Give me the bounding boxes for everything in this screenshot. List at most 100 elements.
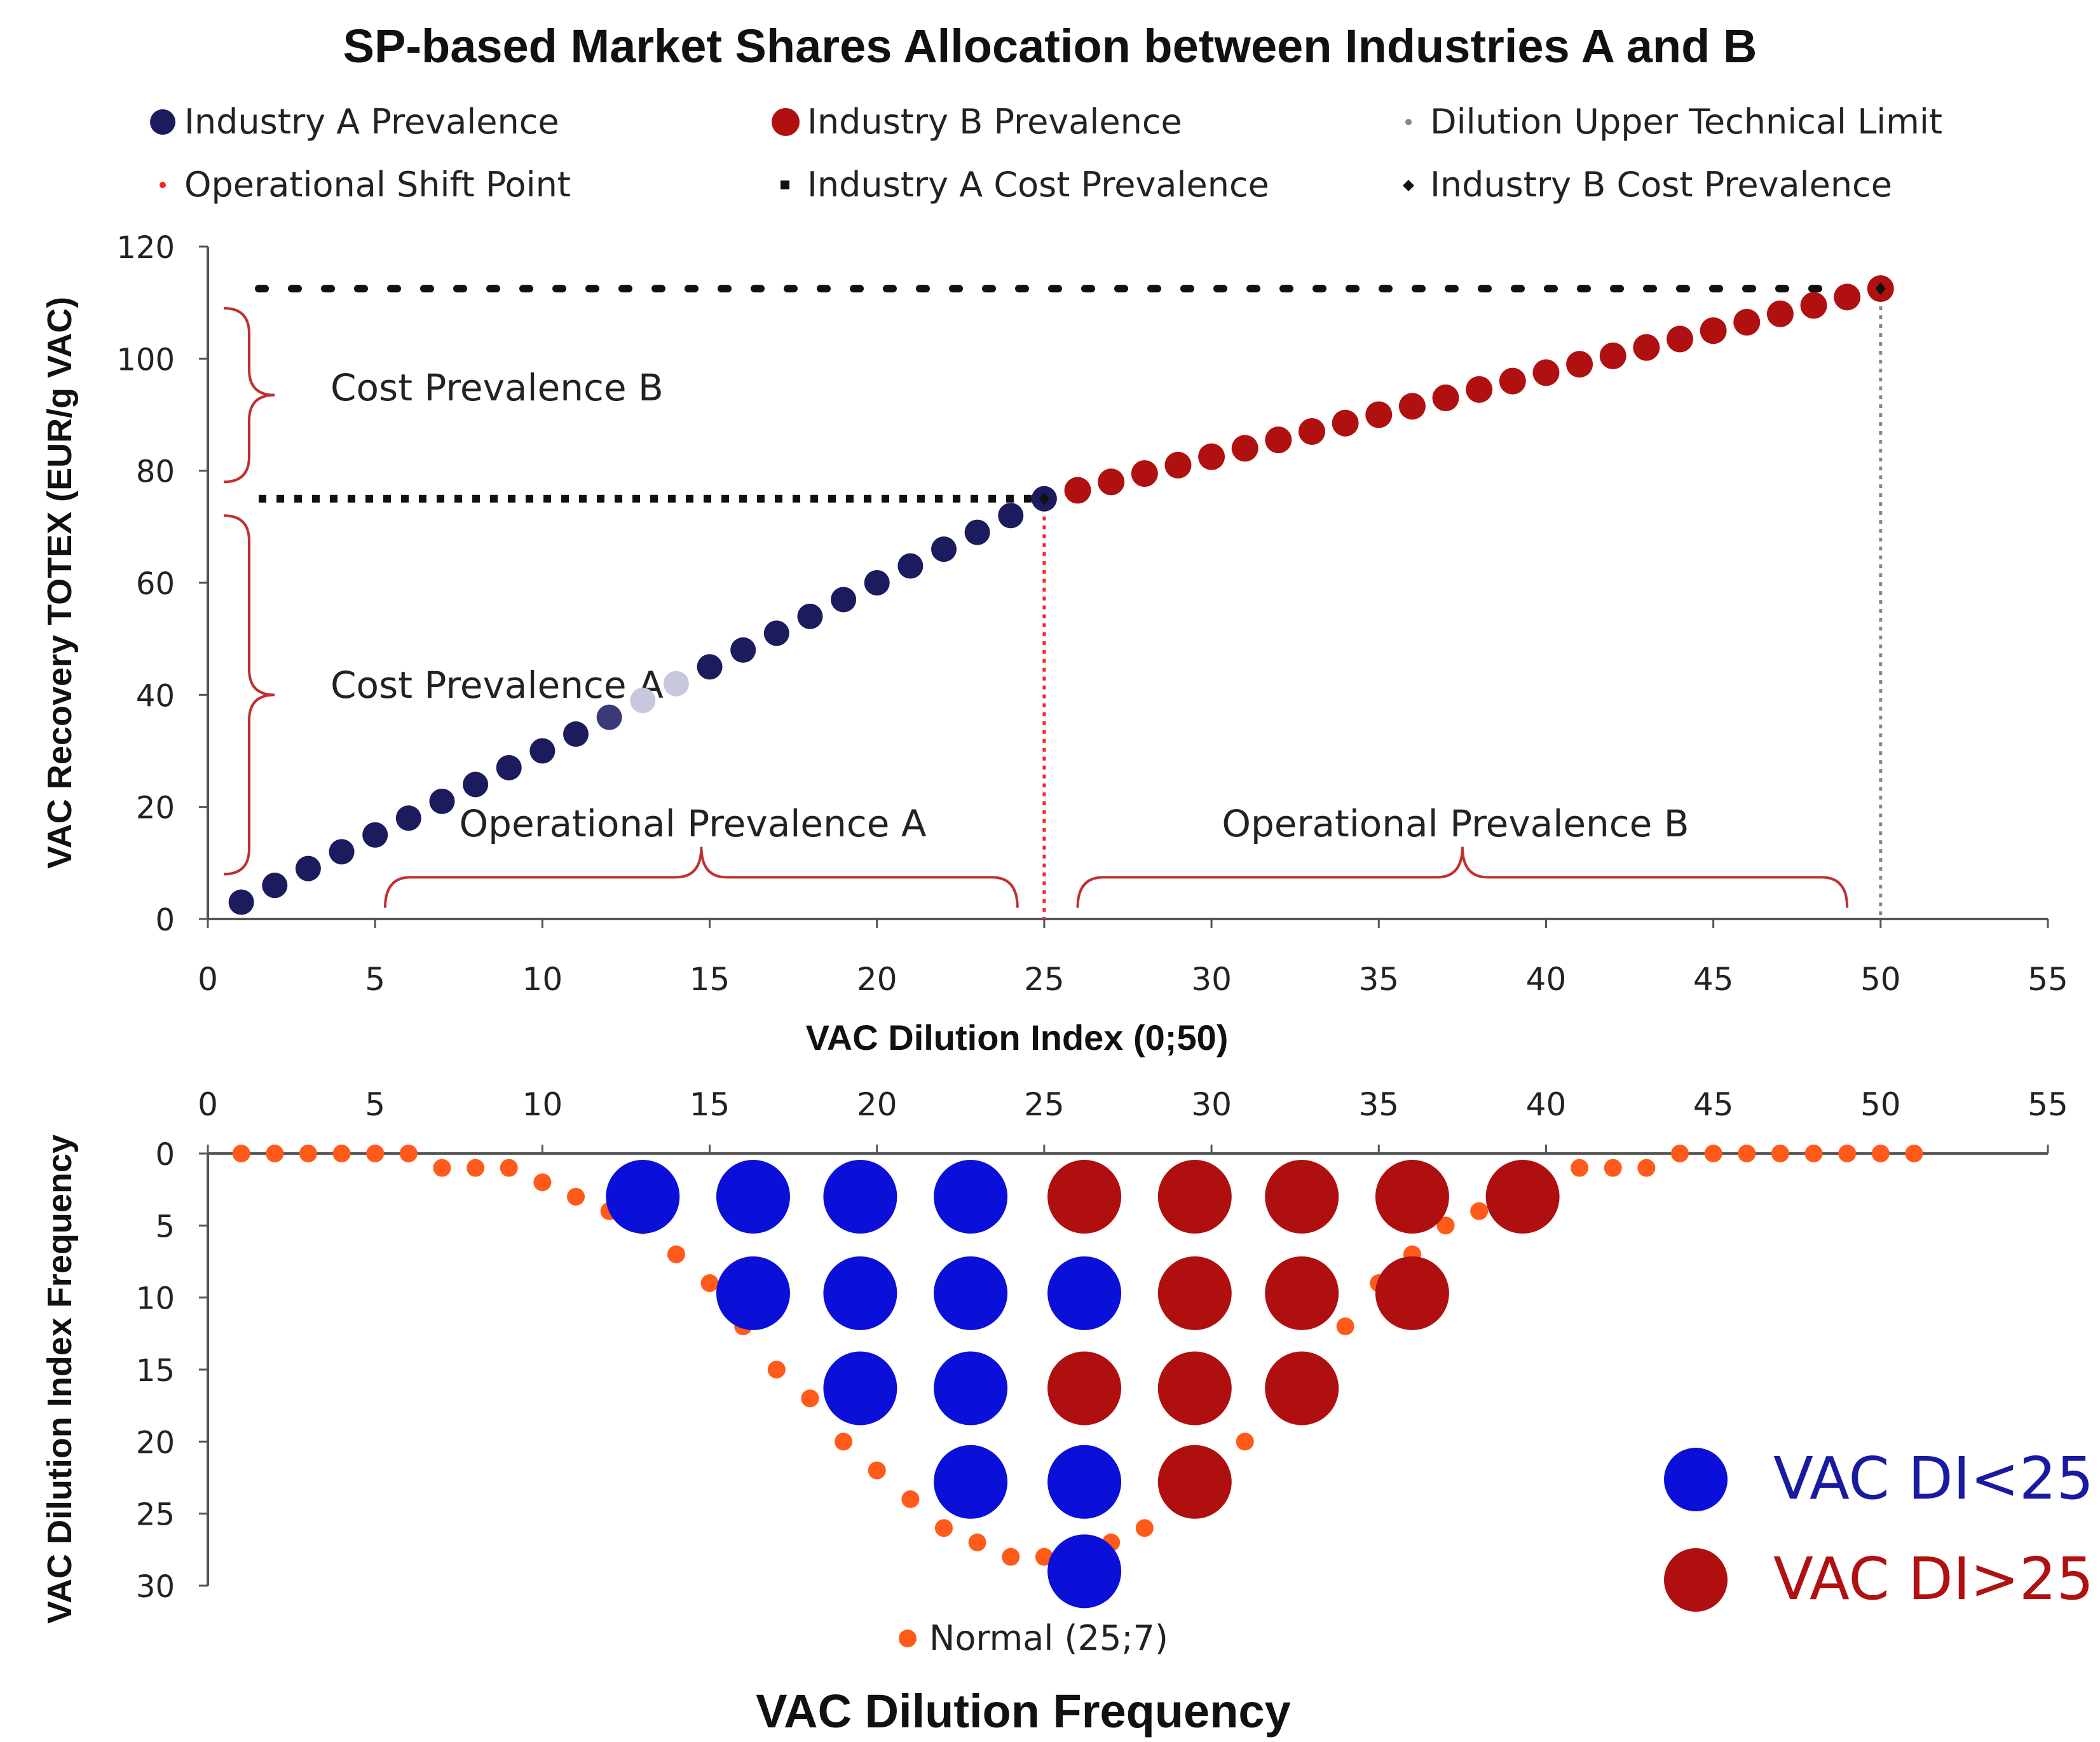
industry-b-point (1766, 300, 1794, 327)
bottom-x-tick-label: 45 (1693, 1086, 1734, 1123)
normal-point (1470, 1202, 1489, 1220)
industry-a-point (897, 553, 924, 579)
normal-point (1671, 1145, 1689, 1162)
normal-point (667, 1245, 685, 1263)
normal-point (1236, 1432, 1254, 1451)
cost-prevalence-a-label: Cost Prevalence A (331, 663, 664, 707)
industry-b-point (1098, 468, 1125, 496)
industry-b-point (1532, 359, 1560, 386)
industry-a-point (663, 670, 689, 697)
legend-cost-a-label: Industry A Cost Prevalence (807, 165, 1269, 205)
cost-prevalence-b-label: Cost Prevalence B (331, 366, 664, 409)
legend-industry-a-label: Industry A Prevalence (184, 102, 559, 142)
industry-b-point (1432, 384, 1459, 412)
industry-b-point (1064, 477, 1091, 504)
normal-legend-marker (899, 1630, 917, 1647)
normal-point (835, 1432, 853, 1451)
bubble-di-below-25 (716, 1256, 790, 1330)
industry-a-point (228, 889, 254, 915)
bottom-x-tick-label: 35 (1358, 1086, 1399, 1123)
legend-di-below-25-label: VAC DI<25 (1773, 1445, 2094, 1513)
industry-a-point (429, 788, 455, 814)
normal-point (1905, 1145, 1923, 1162)
reference-lines (255, 285, 1885, 919)
bubble-di-above-25 (1375, 1160, 1449, 1234)
normal-point (1002, 1548, 1020, 1566)
normal-point (366, 1145, 385, 1162)
top-x-tick-label: 55 (2028, 961, 2068, 998)
legend-shift-point-label: Operational Shift Point (184, 165, 571, 205)
vertical-brace (223, 306, 275, 484)
normal-point (299, 1145, 317, 1162)
industry-b-point (1499, 367, 1526, 395)
top-x-tick-label: 25 (1024, 961, 1065, 998)
bottom-y-axis-label: VAC Dilution Index Frequency (41, 1134, 79, 1624)
industry-b-point (1633, 334, 1660, 361)
bubble-di-above-25 (1265, 1351, 1339, 1426)
top-y-tick-label: 20 (136, 791, 175, 826)
industry-b-point (1131, 460, 1158, 487)
industry-b-point (1265, 426, 1292, 454)
legend-cost-b-label: Industry B Cost Prevalence (1430, 165, 1892, 205)
bottom-x-tick-label: 5 (365, 1086, 385, 1123)
industry-b-point (1566, 351, 1593, 378)
top-y-ticks: 0 20 40 60 80 100 120 (116, 230, 208, 938)
legend-cost-b-marker (1403, 180, 1414, 191)
normal-point (901, 1490, 920, 1508)
industry-a-point (362, 822, 388, 848)
industry-a-point (463, 772, 489, 798)
braces (223, 306, 1849, 908)
industry-a-point (563, 721, 589, 747)
normal-point (1336, 1317, 1354, 1335)
normal-point (767, 1361, 786, 1378)
industry-a-point (964, 519, 990, 545)
normal-legend-label: Normal (25;7) (929, 1618, 1168, 1658)
industry-a-point (295, 855, 321, 881)
bottom-x-tick-label: 0 (198, 1086, 218, 1123)
industry-b-point (1700, 317, 1727, 344)
industry-b-point (1733, 309, 1761, 336)
normal-point (700, 1274, 719, 1292)
cost-b-marker (1875, 282, 1886, 296)
bottom-y-tick-label: 15 (136, 1353, 175, 1389)
bubble-di-below-25 (823, 1256, 897, 1330)
top-y-tick-label: 100 (116, 342, 175, 378)
bubble-di-above-25 (1157, 1445, 1232, 1519)
industry-b-point (1466, 376, 1493, 403)
legend-industry-a-marker (150, 109, 175, 135)
cost-a-marker (1039, 492, 1049, 505)
bubble-di-below-25 (606, 1160, 680, 1234)
bottom-x-tick-label: 50 (1860, 1086, 1901, 1123)
industry-b-point (1398, 393, 1426, 420)
normal-point (935, 1519, 953, 1537)
legend-upper-limit-marker (1405, 119, 1412, 125)
bubble-di-below-25 (823, 1160, 897, 1234)
bottom-y-tick-label: 25 (136, 1497, 175, 1533)
normal-point (968, 1534, 986, 1551)
bubble-di-below-25 (1047, 1256, 1122, 1330)
vertical-brace (223, 514, 275, 876)
normal-point (1738, 1145, 1756, 1162)
legend-cost-a-marker (781, 180, 789, 189)
normal-point (266, 1145, 284, 1162)
industry-a-point (262, 873, 288, 899)
normal-point (801, 1389, 819, 1408)
industry-b-point (1332, 409, 1359, 437)
bubble-di-below-25 (934, 1160, 1008, 1234)
frequency-chart-title: VAC Dilution Frequency (756, 1685, 1290, 1738)
bottom-x-ticks: 0 5 10 15 20 25 30 35 40 45 50 55 (198, 1086, 2068, 1153)
normal-point (1436, 1216, 1455, 1235)
bottom-chart-axes (207, 1152, 2048, 1586)
normal-point (533, 1173, 552, 1192)
industry-a-point (998, 503, 1024, 529)
bottom-y-tick-label: 5 (155, 1209, 175, 1244)
top-x-tick-label: 45 (1693, 961, 1734, 998)
normal-point (1571, 1159, 1589, 1177)
top-series-points (228, 275, 1894, 915)
bubble-di-below-25 (716, 1160, 790, 1234)
bubble-di-below-25 (1047, 1534, 1122, 1609)
bottom-x-tick-label: 25 (1024, 1086, 1065, 1123)
industry-a-point (763, 620, 789, 646)
bubble-di-below-25 (934, 1351, 1008, 1426)
top-y-tick-label: 0 (155, 902, 175, 938)
